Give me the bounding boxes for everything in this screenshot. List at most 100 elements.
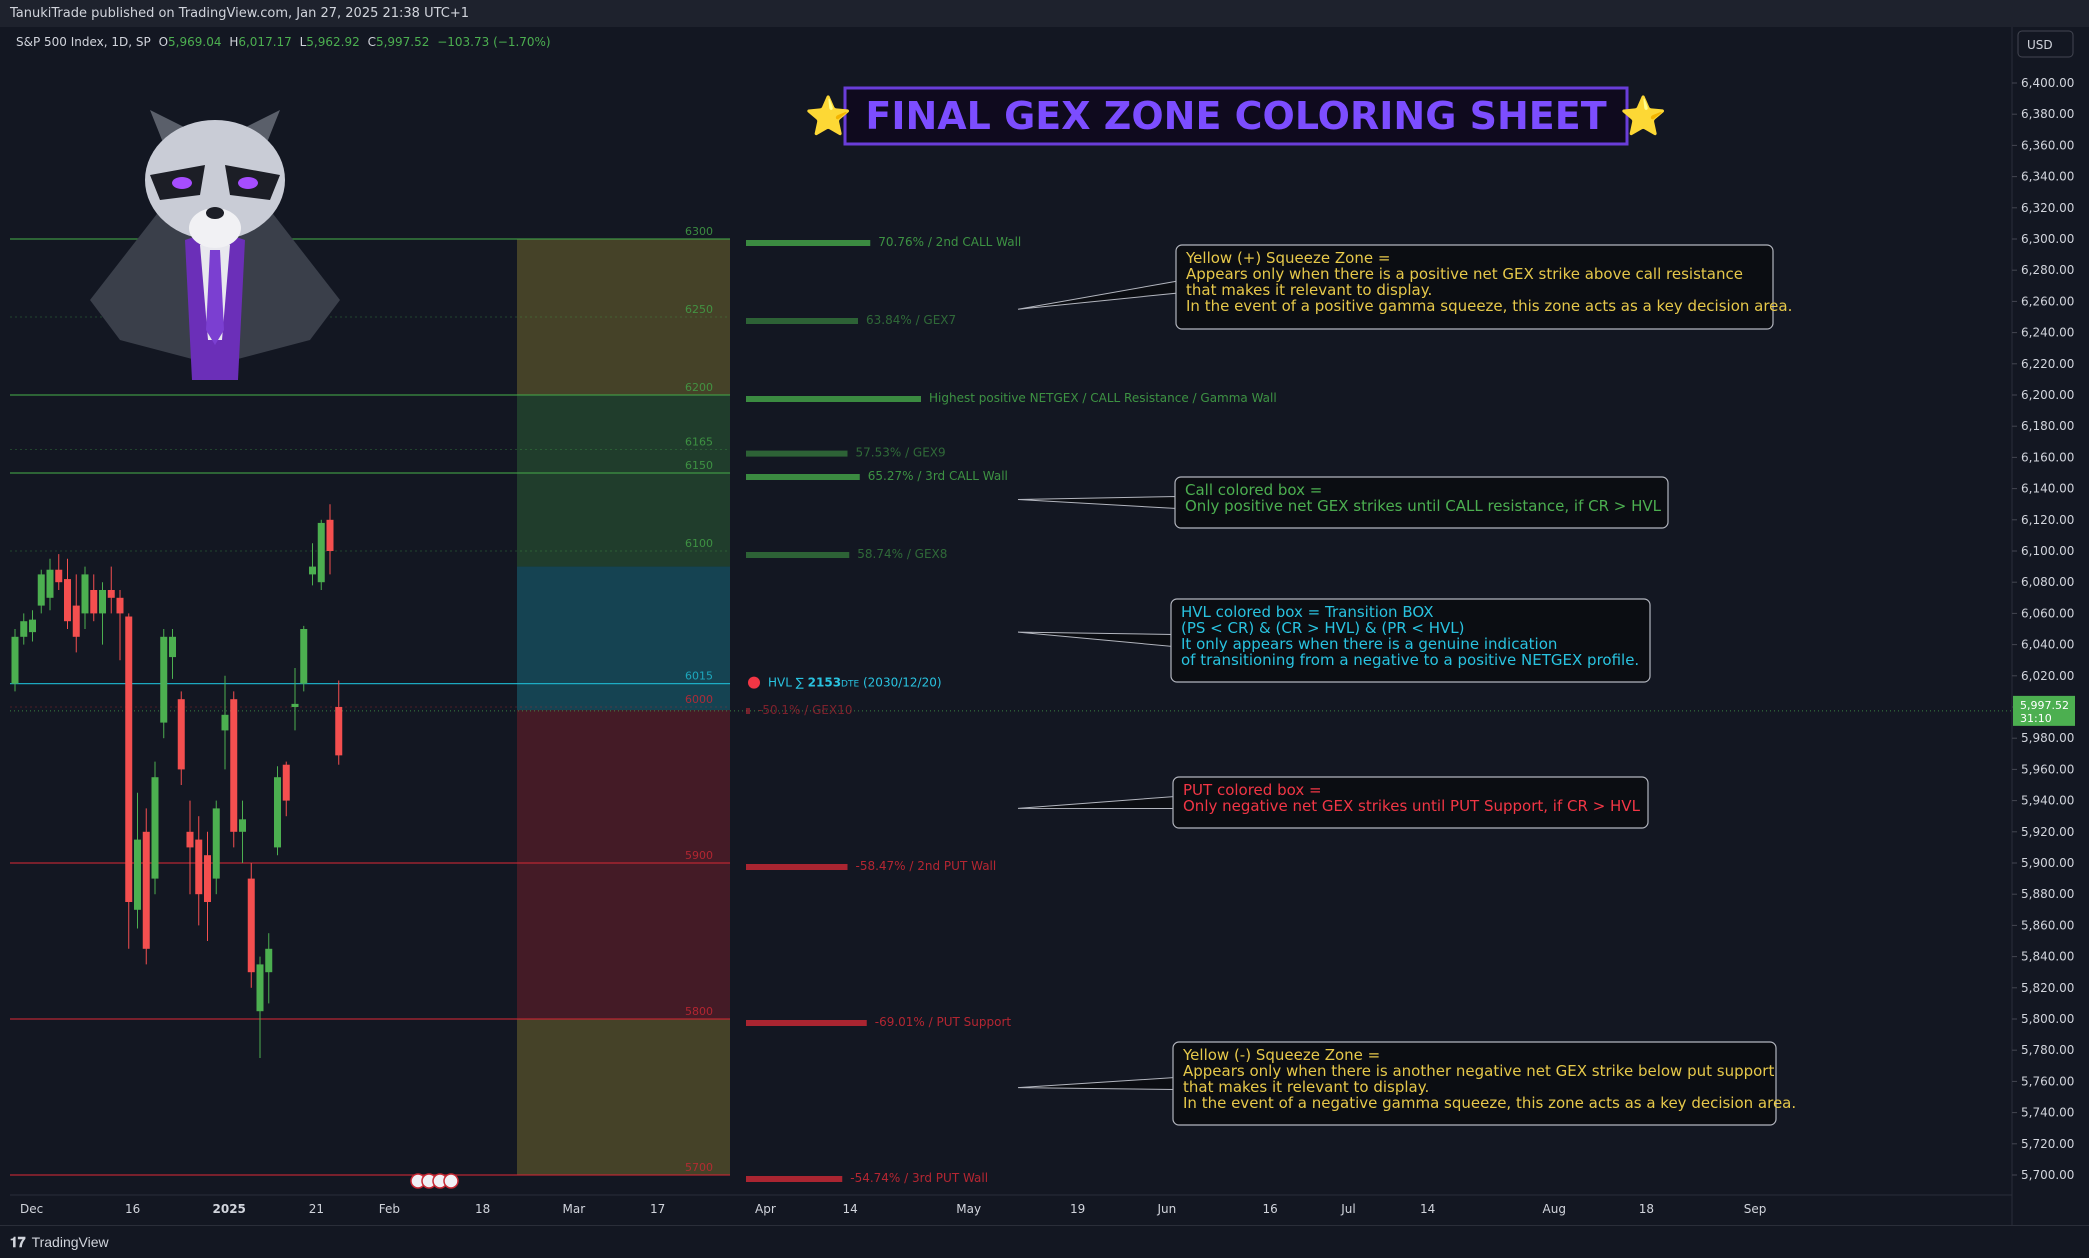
level-bar — [746, 450, 848, 457]
price-tick-label: 5,740.00 — [2021, 1106, 2074, 1120]
hvl-dot-icon — [748, 676, 760, 689]
price-tick-label: 5,720.00 — [2021, 1137, 2074, 1151]
yellow-minus-note-line: Appears only when there is another negat… — [1183, 1062, 1774, 1080]
candle-body — [230, 699, 238, 832]
chart-canvas[interactable]: 6300 6250 6200 6165 6150 6100 6015 6000 5900 5800… — [0, 27, 2089, 1225]
hvl-label: HVL ∑ 2153DTE (2030/12/20) — [768, 676, 942, 690]
candle-body — [274, 777, 281, 848]
price-tick-label: 6,400.00 — [2021, 76, 2074, 90]
price-tick-label: 5,800.00 — [2021, 1012, 2074, 1026]
time-tick-label: Jun — [1157, 1202, 1177, 1216]
tradingview-brand[interactable]: 𝟏𝟕 TradingView — [10, 1234, 109, 1251]
call-note-line: Only positive net GEX strikes until CALL… — [1185, 497, 1662, 515]
strike-label: 5900 — [685, 849, 713, 862]
candle-body — [116, 597, 124, 614]
level-bar — [746, 318, 858, 324]
level-label: 65.27% / 3rd CALL Wall — [868, 469, 1008, 483]
price-tick-label: 5,900.00 — [2021, 856, 2074, 870]
price-tick-label: 6,080.00 — [2021, 575, 2074, 589]
legend-h-label: H — [229, 35, 238, 49]
candle-body — [20, 621, 28, 637]
strike-label: 6015 — [685, 670, 713, 683]
candle-body — [291, 703, 299, 707]
zone-yellow-minus — [517, 1019, 730, 1175]
legend-low: 5,962.92 — [306, 35, 359, 49]
raccoon-logo — [90, 110, 340, 380]
currency-button[interactable]: USD — [2017, 30, 2074, 58]
put-note-line: PUT colored box = — [1183, 781, 1322, 799]
time-tick-label: 18 — [1639, 1202, 1654, 1216]
yellow-minus-note-box — [1172, 1041, 1777, 1126]
level-bar — [746, 240, 871, 246]
yellow-plus-note-box — [1175, 244, 1774, 330]
candle-body — [90, 590, 98, 614]
hvl-dte-suffix: DTE — [841, 680, 859, 690]
price-tick-label: 6,280.00 — [2021, 263, 2074, 277]
candle-body — [125, 616, 133, 902]
candle-body — [335, 707, 343, 756]
candle-body — [29, 619, 36, 633]
legend: S&P 500 Index, 1D, SP O5,969.04 H6,017.1… — [16, 35, 551, 49]
candle-body — [169, 636, 176, 658]
price-tick-label: 5,840.00 — [2021, 950, 2074, 964]
level-bar — [746, 396, 921, 402]
price-tick-label: 6,040.00 — [2021, 638, 2074, 652]
price-tick-label: 6,100.00 — [2021, 544, 2074, 558]
price-tick-label: 6,260.00 — [2021, 294, 2074, 308]
candle-body — [160, 636, 168, 723]
hvl-note-line: HVL colored box = Transition BOX — [1181, 603, 1433, 621]
price-tick-label: 5,780.00 — [2021, 1043, 2074, 1057]
hvl-dte-number: 2153 — [808, 676, 841, 690]
price-tick-label: 5,760.00 — [2021, 1074, 2074, 1088]
price-tick-label: 6,120.00 — [2021, 513, 2074, 527]
time-tick-label: May — [956, 1202, 981, 1216]
call-note-line: Call colored box = — [1185, 481, 1322, 499]
price-tick-label: 6,360.00 — [2021, 138, 2074, 152]
yellow-plus-note-line: Yellow (+) Squeeze Zone = — [1185, 249, 1390, 267]
candle-body — [11, 636, 19, 684]
candle-body — [247, 878, 255, 973]
strike-label: 6300 — [685, 225, 713, 238]
legend-open: 5,969.04 — [168, 35, 221, 49]
candle-body — [326, 519, 334, 551]
publisher-bar: TanukiTrade published on TradingView.com… — [0, 0, 2089, 27]
strike-label: 6200 — [685, 381, 713, 394]
time-tick-label: 18 — [475, 1202, 490, 1216]
time-tick-label: Feb — [379, 1202, 400, 1216]
gex-zones — [517, 239, 730, 1175]
yellow-minus-note-line: that makes it relevant to display. — [1183, 1078, 1429, 1096]
candle-body — [37, 574, 45, 606]
candle-body — [195, 839, 203, 895]
level-label: -69.01% / PUT Support — [875, 1015, 1012, 1029]
candle-body — [256, 964, 264, 1012]
time-axis[interactable]: Dec 16 2025 21 Feb 18 Mar 17 Apr 14 May 19 Jun 16 Jul 1… — [20, 1173, 1766, 1216]
legend-close: 5,997.52 — [376, 35, 429, 49]
legend-change: −103.73 (−1.70%) — [437, 35, 550, 49]
candle-body — [265, 948, 273, 973]
price-tick-label: 6,380.00 — [2021, 107, 2074, 121]
us-flag-event-icon — [443, 1173, 459, 1189]
candle-body — [221, 714, 229, 731]
price-tick-label: 5,980.00 — [2021, 731, 2074, 745]
tradingview-logo-icon: 𝟏𝟕 — [10, 1234, 26, 1250]
price-axis[interactable]: 6,400.00 6,380.00 6,360.00 6,340.00 6,320.00… — [2012, 76, 2074, 1182]
price-tick-label: 6,300.00 — [2021, 232, 2074, 246]
time-tick-label: Apr — [755, 1202, 776, 1216]
chart-background — [0, 27, 2089, 1225]
currency-label: USD — [2027, 38, 2053, 52]
level-bar — [746, 552, 850, 558]
zone-call — [517, 395, 730, 567]
title-banner: ⭐ FINAL GEX ZONE COLORING SHEET ⭐ — [805, 86, 1667, 146]
publisher-text: TanukiTrade published on TradingView.com… — [10, 6, 470, 21]
time-tick-label: 16 — [125, 1202, 140, 1216]
price-tick-label: 6,320.00 — [2021, 201, 2074, 215]
candle-body — [186, 831, 194, 848]
candle-body — [282, 764, 290, 801]
candle-body — [46, 569, 54, 598]
candle-body — [64, 579, 71, 622]
strike-label: 6100 — [685, 537, 713, 550]
strike-label: 5700 — [685, 1161, 713, 1174]
hvl-note-line: (PS < CR) & (CR > HVL) & (PR < HVL) — [1181, 619, 1465, 637]
candle-body — [134, 839, 141, 910]
level-label: -58.47% / 2nd PUT Wall — [856, 859, 997, 873]
